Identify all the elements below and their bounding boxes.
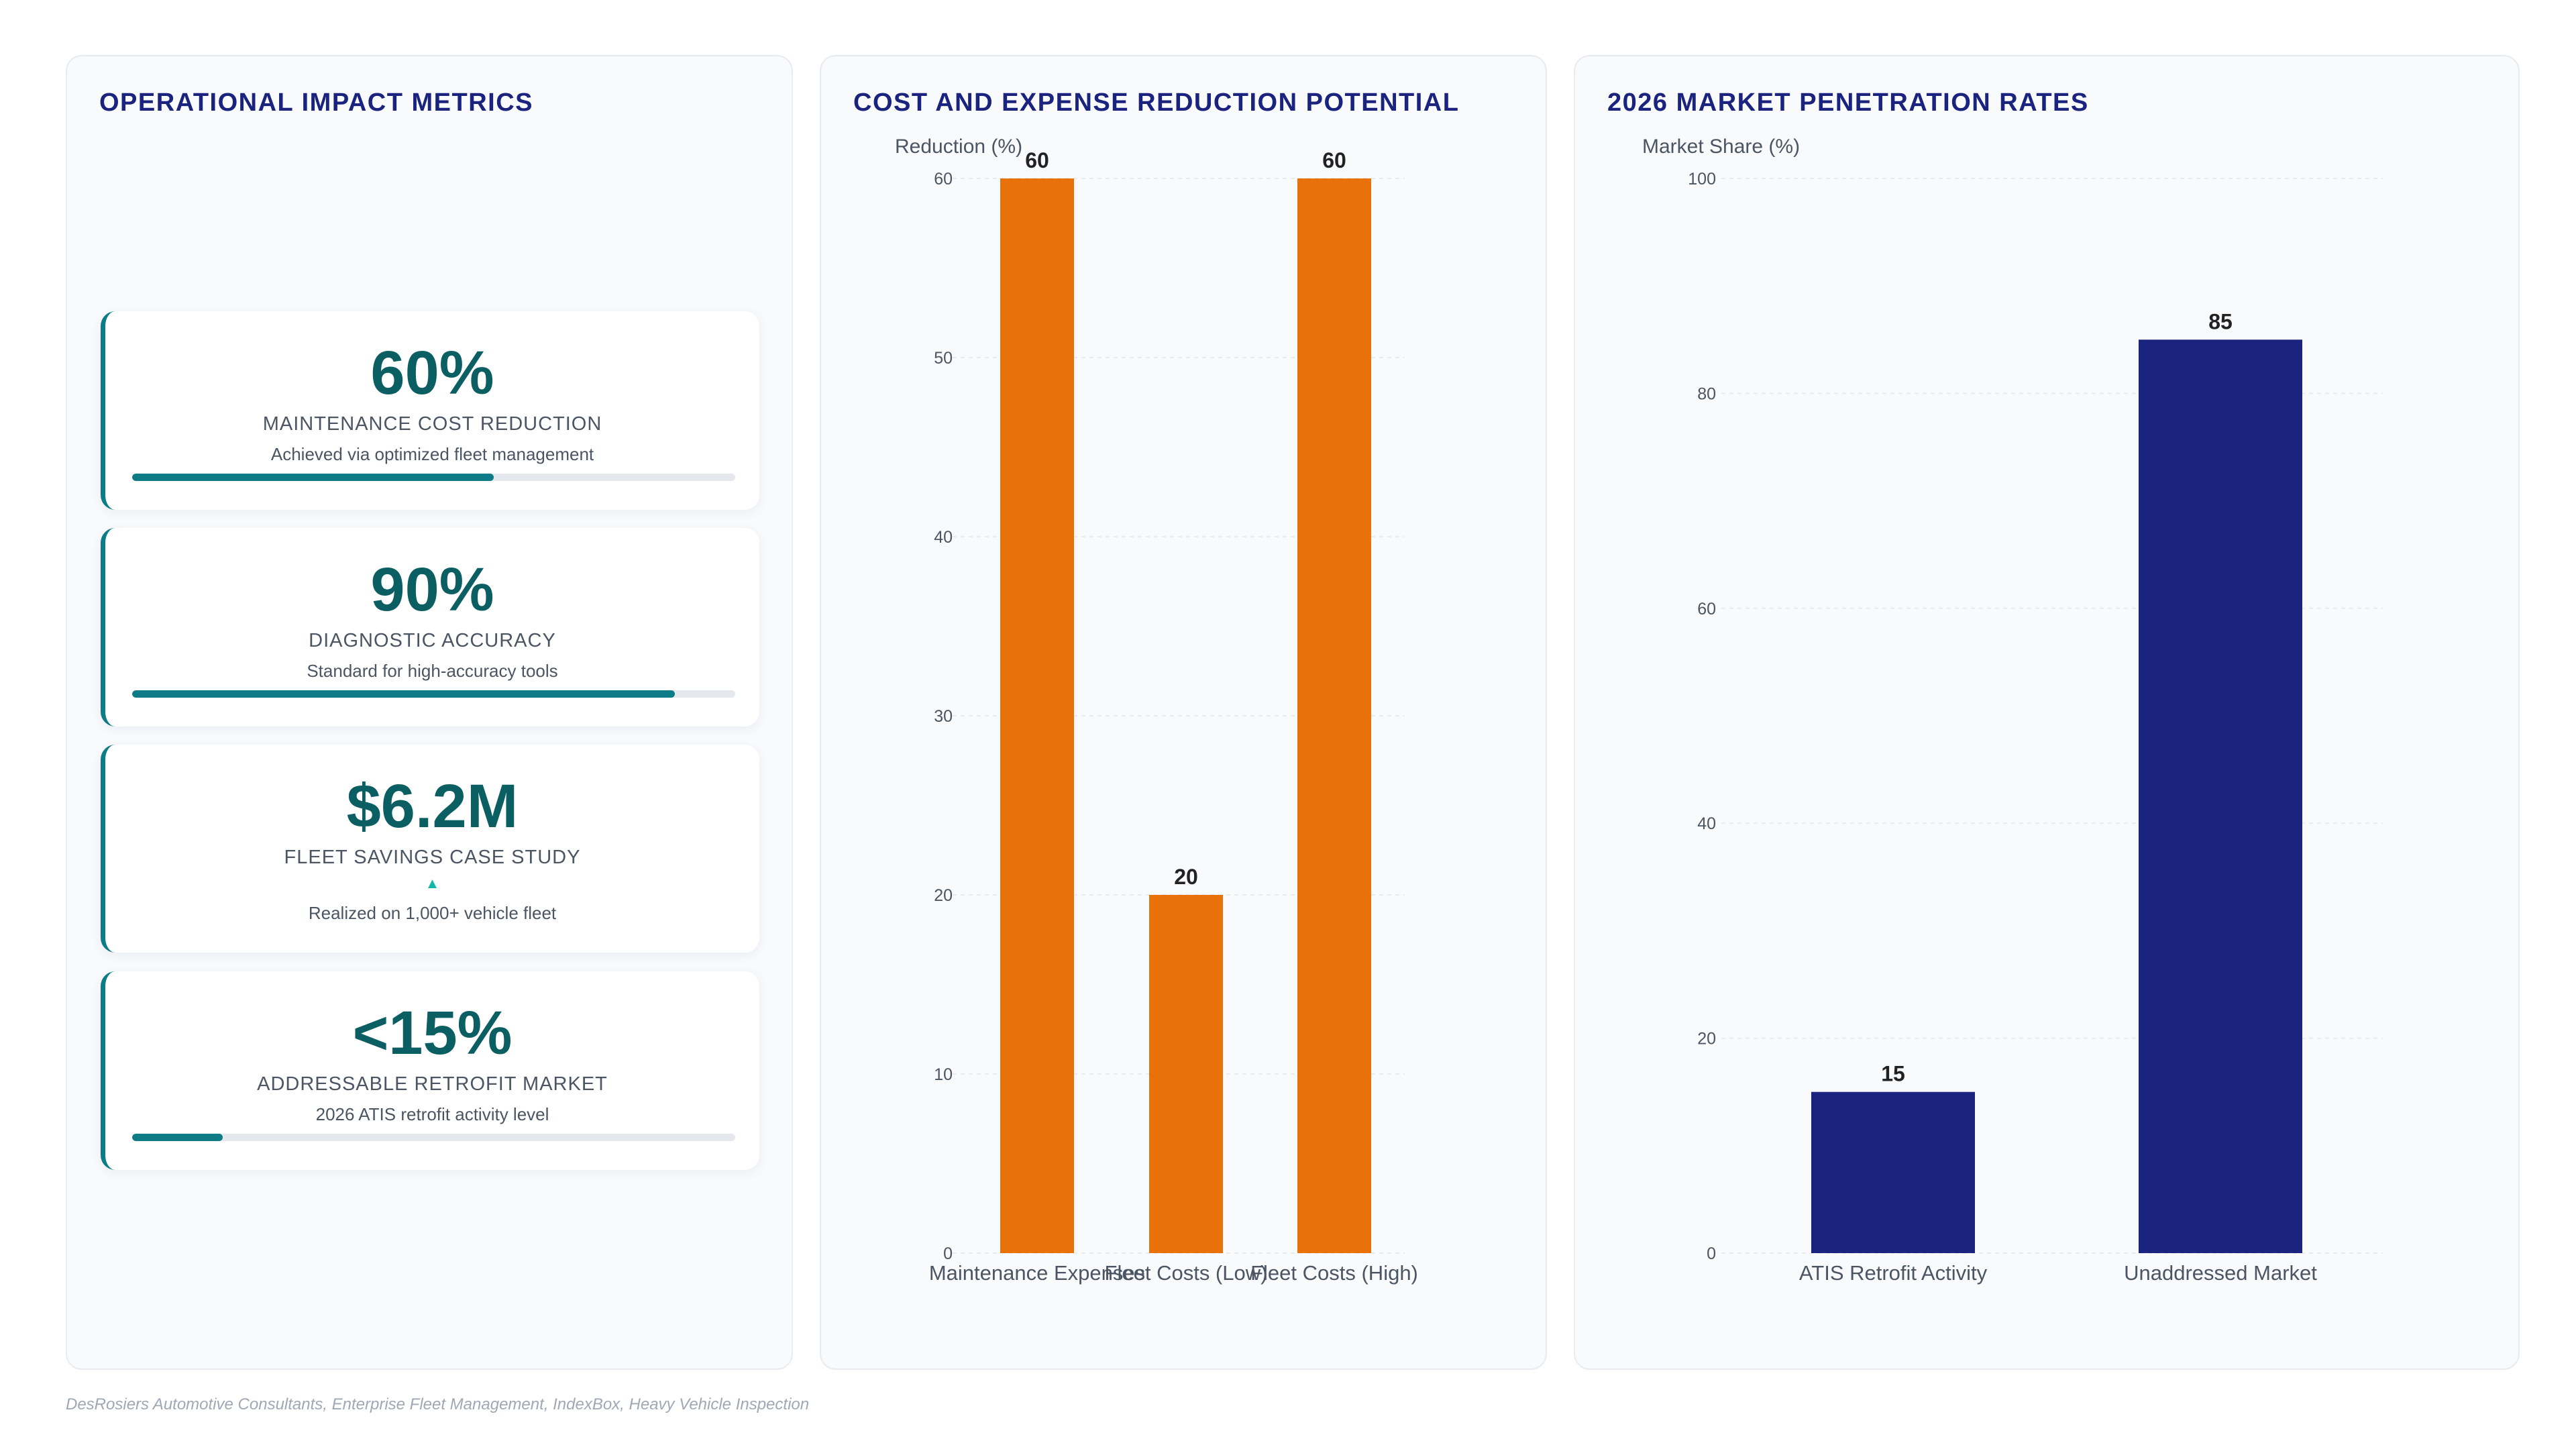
metric-card-maintenance: 60% MAINTENANCE COST REDUCTION Achieved … — [101, 311, 759, 510]
market-penetration-chart: Market Share (%) 0 20 40 60 80 100 15 ATIS Retro… — [1642, 136, 2383, 1285]
metric-card-fleet-savings: $6.2M FLEET SAVINGS CASE STUDY ▲ Realize… — [101, 745, 759, 953]
metric-value: 60% — [370, 339, 494, 407]
metric-value: 90% — [370, 555, 494, 624]
metric-value: $6.2M — [346, 772, 519, 841]
metric-progress-fill — [132, 690, 676, 698]
y-tick-label: 40 — [1697, 814, 1716, 833]
metric-card-diagnostic: 90% DIAGNOSTIC ACCURACY Standard for hig… — [101, 528, 759, 727]
y-tick-label: 0 — [1707, 1244, 1716, 1263]
y-tick-label: 30 — [934, 707, 953, 726]
y-axis-title: Market Share (%) — [1642, 136, 1800, 158]
market-chart-title: 2026 MARKET PENETRATION RATES — [1607, 89, 2089, 117]
metric-value: <15% — [352, 999, 513, 1067]
y-tick-label: 60 — [934, 170, 953, 189]
metric-progress-track — [132, 690, 735, 698]
metric-label: DIAGNOSTIC ACCURACY — [309, 630, 556, 651]
y-tick-label: 80 — [1697, 384, 1716, 403]
metric-note: Realized on 1,000+ vehicle fleet — [308, 903, 557, 923]
bar — [1000, 178, 1074, 1253]
cost-chart-title: COST AND EXPENSE REDUCTION POTENTIAL — [853, 89, 1460, 117]
metric-progress-track — [132, 1134, 735, 1141]
x-category-label: Fleet Costs (High) — [1250, 1261, 1418, 1285]
bar — [2139, 339, 2302, 1253]
bar — [1811, 1091, 1975, 1253]
x-category-label: Unaddressed Market — [2124, 1261, 2317, 1285]
metric-progress-fill — [132, 1134, 223, 1141]
x-category-label: ATIS Retrofit Activity — [1799, 1261, 1988, 1285]
metric-label: FLEET SAVINGS CASE STUDY — [284, 847, 581, 868]
bar — [1297, 178, 1371, 1253]
y-axis-title: Reduction (%) — [895, 136, 1022, 158]
metric-progress-fill — [132, 474, 494, 481]
metric-note: 2026 ATIS retrofit activity level — [315, 1104, 549, 1124]
bar-value-label: 60 — [1025, 148, 1049, 172]
cost-reduction-chart: Reduction (%) 0 10 20 30 40 50 60 60 Maintenance … — [895, 136, 1418, 1285]
x-category-label: Maintenance Expenses — [929, 1261, 1145, 1285]
source-note: DesRosiers Automotive Consultants, Enter… — [66, 1395, 810, 1413]
metric-label: ADDRESSABLE RETROFIT MARKET — [257, 1073, 608, 1095]
y-tick-label: 40 — [934, 528, 953, 547]
metric-note: Achieved via optimized fleet management — [270, 444, 594, 464]
y-tick-label: 20 — [934, 886, 953, 905]
metric-label: MAINTENANCE COST REDUCTION — [262, 413, 602, 435]
bar-value-label: 15 — [1881, 1062, 1905, 1086]
metrics-panel-title: OPERATIONAL IMPACT METRICS — [99, 89, 533, 117]
trend-up-icon: ▲ — [425, 875, 440, 892]
market-penetration-panel: 2026 MARKET PENETRATION RATES Market Sha… — [1574, 55, 2520, 1370]
bar-value-label: 60 — [1322, 148, 1346, 172]
y-tick-label: 10 — [934, 1065, 953, 1084]
metric-card-retrofit: <15% ADDRESSABLE RETROFIT MARKET 2026 AT… — [101, 971, 759, 1170]
bar — [1149, 895, 1223, 1253]
bar-value-label: 20 — [1174, 865, 1198, 889]
x-category-label: Fleet Costs (Low) — [1105, 1261, 1268, 1285]
metric-progress-track — [132, 474, 735, 481]
y-tick-label: 50 — [934, 349, 953, 368]
y-tick-label: 0 — [943, 1244, 953, 1263]
y-tick-label: 100 — [1688, 170, 1716, 189]
operational-metrics-panel: OPERATIONAL IMPACT METRICS 60% MAINTENAN… — [66, 55, 793, 1370]
cost-reduction-panel: COST AND EXPENSE REDUCTION POTENTIAL Red… — [820, 55, 1547, 1370]
y-tick-label: 20 — [1697, 1030, 1716, 1049]
bar-value-label: 85 — [2208, 309, 2233, 333]
metric-note: Standard for high-accuracy tools — [307, 661, 558, 681]
y-tick-label: 60 — [1697, 600, 1716, 619]
